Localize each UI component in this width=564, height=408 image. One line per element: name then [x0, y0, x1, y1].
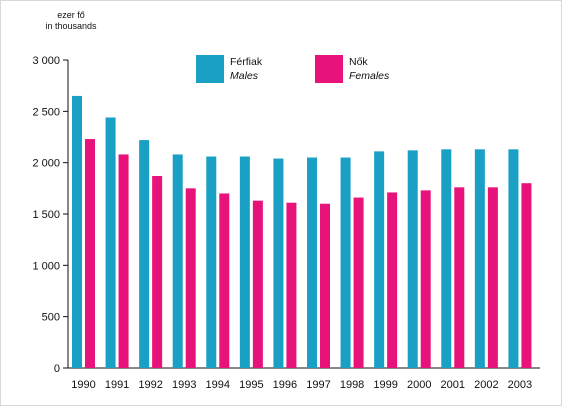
bar-females — [487, 187, 498, 368]
legend-females: Nők Females — [315, 55, 389, 83]
bar-males — [72, 95, 82, 368]
legend-label-females-en: Females — [349, 70, 390, 82]
x-tick-label: 1992 — [138, 379, 162, 391]
x-tick-label: 1997 — [306, 379, 330, 391]
bar-males — [474, 149, 485, 368]
bar-females — [420, 190, 431, 368]
bar-females — [353, 197, 364, 368]
y-tick-label: 2 000 — [32, 158, 60, 170]
x-tick-label: 1993 — [172, 379, 196, 391]
x-tick-label: 1996 — [273, 379, 297, 391]
legend-swatch-females — [315, 55, 343, 83]
x-tick-label: 2002 — [474, 379, 498, 391]
legend-label-males-hu: Férfiak — [230, 56, 263, 68]
legend-swatch-males — [196, 55, 224, 83]
y-tick-label: 0 — [54, 363, 60, 375]
legend-label-males-en: Males — [230, 70, 259, 82]
bar-males — [374, 151, 385, 368]
y-tick-label: 1 500 — [32, 209, 60, 221]
x-tick-label: 2001 — [441, 379, 465, 391]
x-tick-label: 1990 — [71, 379, 95, 391]
x-tick-label: 1995 — [239, 379, 263, 391]
bar-females — [219, 193, 230, 368]
y-tick-label: 500 — [42, 312, 60, 324]
bar-males — [105, 117, 116, 368]
y-tick-label: 3 000 — [32, 55, 60, 67]
bar-females — [454, 187, 465, 368]
legend-males: Férfiak Males — [196, 55, 262, 83]
x-tick-label: 2003 — [508, 379, 532, 391]
bar-males — [172, 154, 183, 368]
bar-males — [307, 157, 317, 368]
x-tick-label: 1999 — [373, 379, 397, 391]
bar-females — [152, 176, 163, 368]
bar-females — [85, 139, 95, 368]
bar-males — [407, 150, 418, 368]
bar-females — [118, 154, 129, 368]
y-unit-hu: ezer fő — [57, 10, 85, 20]
y-tick-label: 2 500 — [32, 106, 60, 118]
bar-females — [286, 202, 297, 368]
bar-females — [521, 183, 532, 368]
x-tick-label: 1991 — [105, 379, 129, 391]
bar-males — [206, 156, 217, 368]
x-tick-label: 1994 — [206, 379, 230, 391]
y-tick-label: 1 000 — [32, 260, 60, 272]
bar-females — [387, 192, 398, 368]
legend-label-females-hu: Nők — [349, 56, 368, 68]
bar-males — [508, 149, 519, 368]
bar-males — [273, 158, 284, 368]
y-unit-en: in thousands — [45, 21, 97, 31]
bar-females — [185, 188, 196, 368]
bar-males — [139, 140, 150, 368]
bar-females — [252, 200, 263, 368]
x-tick-label: 1998 — [340, 379, 364, 391]
bar-males — [239, 156, 250, 368]
y-unit-label: ezer fő in thousands — [36, 10, 106, 32]
x-tick-label: 2000 — [407, 379, 431, 391]
bar-males — [340, 157, 351, 368]
bar-females — [320, 203, 330, 368]
bar-males — [441, 149, 452, 368]
